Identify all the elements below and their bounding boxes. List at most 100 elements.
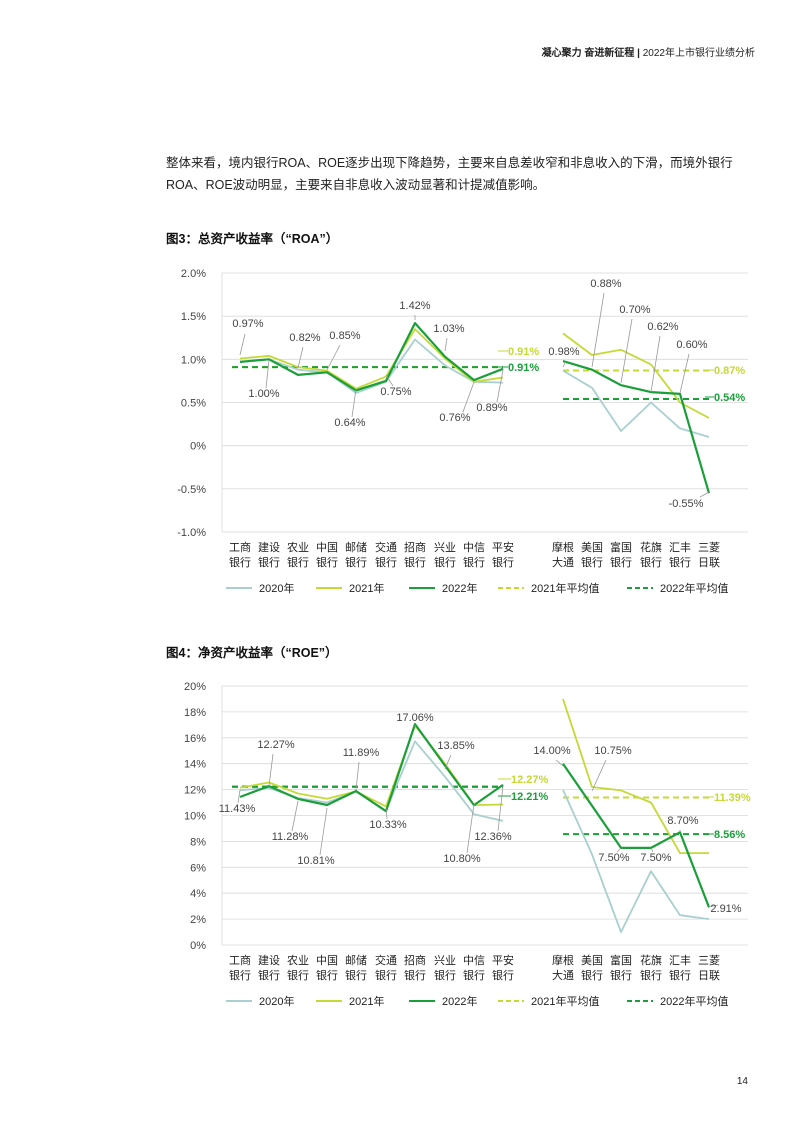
series-line bbox=[239, 321, 504, 392]
x-category-label: 中国 bbox=[316, 541, 338, 554]
y-tick-label: -0.5% bbox=[177, 484, 206, 496]
x-category-label: 交通 bbox=[375, 540, 397, 554]
data-label: 8.70% bbox=[667, 815, 698, 827]
annotation-leader-line bbox=[355, 761, 360, 791]
annotation-leader-line bbox=[239, 333, 246, 356]
roa-chart: -1.0%-0.5%0%0.5%1.0%1.5%2.0%工商银行建设银行农业银行… bbox=[177, 268, 748, 595]
data-label: 10.81% bbox=[297, 855, 335, 867]
data-label: 10.80% bbox=[443, 853, 481, 865]
data-label: 0.89% bbox=[476, 402, 507, 414]
x-category-label: 三菱 bbox=[698, 954, 720, 967]
x-category-label: 大通 bbox=[552, 555, 574, 569]
annotation-leader-line bbox=[462, 381, 475, 413]
average-value-label: 0.87% bbox=[714, 365, 745, 377]
average-value-label: 0.91% bbox=[508, 346, 539, 358]
series-line bbox=[562, 369, 710, 438]
x-category-label: 银行 bbox=[492, 555, 514, 569]
y-tick-label: 0.5% bbox=[181, 398, 206, 410]
annotation-leader-line bbox=[326, 344, 341, 371]
x-category-label: 银行 bbox=[404, 555, 426, 569]
roa-chart-title: 图3：总资产收益率（“ROA”） bbox=[166, 232, 339, 246]
x-category-label: 招商 bbox=[404, 953, 426, 967]
y-tick-label: 4% bbox=[190, 888, 206, 900]
x-category-label: 银行 bbox=[258, 968, 280, 982]
x-category-label: 花旗 bbox=[640, 540, 662, 554]
x-category-label: 美国 bbox=[581, 954, 603, 967]
x-category-label: 招商 bbox=[404, 540, 426, 554]
data-label: 7.50% bbox=[640, 852, 671, 864]
x-category-label: 日联 bbox=[698, 969, 720, 982]
legend-label: 2022年 bbox=[442, 581, 477, 595]
y-tick-label: 12% bbox=[184, 785, 206, 797]
annotation-leader-line bbox=[591, 759, 607, 792]
annotation-leader-line bbox=[562, 360, 567, 368]
x-category-label: 中国 bbox=[316, 954, 338, 967]
series-line bbox=[239, 722, 504, 813]
x-category-label: 银行 bbox=[669, 555, 691, 569]
page-number: 14 bbox=[736, 1076, 748, 1087]
average-value-label: 8.56% bbox=[714, 829, 745, 841]
data-label: 0.82% bbox=[289, 332, 320, 344]
legend-label: 2021年平均值 bbox=[531, 581, 599, 595]
data-label: 1.00% bbox=[248, 388, 279, 400]
x-category-label: 银行 bbox=[434, 968, 456, 982]
y-tick-label: 8% bbox=[190, 836, 206, 848]
roe-chart: 0%2%4%6%8%10%12%14%16%18%20%工商银行建设银行农业银行… bbox=[184, 681, 751, 1008]
annotation-leader-line bbox=[616, 847, 622, 853]
x-category-label: 富国 bbox=[610, 953, 632, 967]
x-category-label: 银行 bbox=[434, 555, 456, 569]
x-category-label: 银行 bbox=[581, 968, 603, 982]
data-label: 17.06% bbox=[396, 712, 434, 724]
data-label: 11.43% bbox=[219, 803, 256, 815]
annotation-leader-line bbox=[291, 800, 299, 832]
x-category-label: 银行 bbox=[404, 968, 426, 982]
annotation-leader-line bbox=[444, 754, 452, 770]
x-category-label: 汇丰 bbox=[669, 954, 691, 967]
annotation-leader-line bbox=[497, 785, 504, 832]
series-line bbox=[562, 698, 709, 855]
y-tick-label: 0% bbox=[190, 940, 206, 952]
x-category-label: 建设 bbox=[258, 540, 280, 554]
data-label: 12.36% bbox=[474, 831, 512, 843]
x-category-label: 大通 bbox=[552, 968, 574, 982]
x-category-label: 银行 bbox=[287, 555, 309, 569]
legend-label: 2022年 bbox=[442, 994, 477, 1008]
x-category-label: 兴业 bbox=[434, 541, 456, 554]
annotation-leader-line bbox=[650, 335, 661, 393]
x-category-label: 银行 bbox=[287, 968, 309, 982]
x-category-label: 兴业 bbox=[434, 954, 456, 967]
series-line bbox=[239, 328, 504, 390]
average-value-label: 12.27% bbox=[511, 774, 549, 786]
legend-label: 2020年 bbox=[259, 581, 294, 595]
annotation-leader-line bbox=[444, 337, 448, 352]
roe-chart-title: 图4：净资产收益率（“ROE”） bbox=[166, 646, 338, 660]
y-tick-label: 1.5% bbox=[181, 311, 206, 323]
header-slogan: 凝心聚力 奋进新征程 bbox=[541, 48, 635, 59]
annotation-leader-line bbox=[555, 759, 564, 767]
annotation-leader-line bbox=[265, 359, 270, 389]
legend-label: 2021年 bbox=[349, 581, 384, 595]
annotation-leader-line bbox=[496, 369, 504, 403]
data-label: 0.98% bbox=[548, 346, 579, 358]
legend-label: 2022年平均值 bbox=[660, 994, 728, 1008]
header-separator: | bbox=[637, 48, 640, 59]
x-category-label: 汇丰 bbox=[669, 541, 691, 554]
average-value-label: 0.54% bbox=[714, 392, 745, 404]
y-tick-label: 20% bbox=[184, 681, 206, 693]
intro-paragraph: 整体来看，境内银行ROA、ROE逐步出现下降趋势，主要来自息差收窄和非息收入的下… bbox=[166, 156, 733, 192]
x-category-label: 三菱 bbox=[698, 541, 720, 554]
legend-label: 2022年平均值 bbox=[660, 581, 728, 595]
annotation-leader-line bbox=[591, 292, 605, 368]
x-category-label: 日联 bbox=[698, 556, 720, 569]
x-category-label: 建设 bbox=[258, 953, 280, 967]
page-header: 凝心聚力 奋进新征程 | 2022年上市银行业绩分析 bbox=[542, 44, 755, 59]
data-label: 11.89% bbox=[343, 747, 380, 759]
x-category-label: 工商 bbox=[229, 540, 251, 554]
x-category-label: 邮储 bbox=[345, 953, 367, 967]
data-label: 13.85% bbox=[437, 740, 475, 752]
y-tick-label: -1.0% bbox=[177, 527, 206, 539]
x-category-label: 银行 bbox=[316, 555, 338, 569]
data-label: 0.60% bbox=[676, 339, 707, 351]
data-label: 0.88% bbox=[590, 278, 621, 290]
y-tick-label: 18% bbox=[184, 707, 206, 719]
